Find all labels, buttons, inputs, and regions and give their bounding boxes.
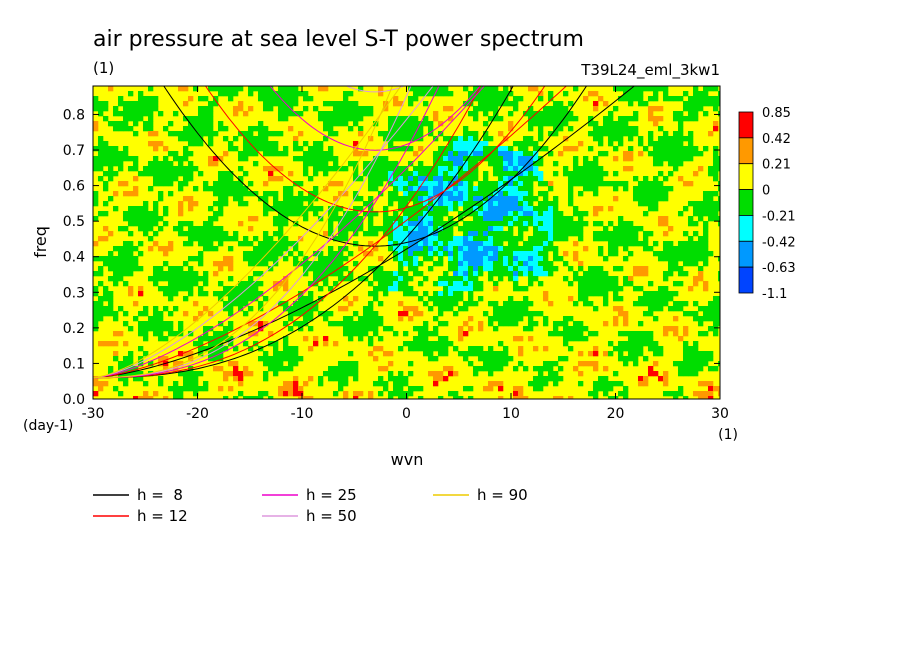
curve-h12-2 (93, 86, 482, 379)
legend-label-h25: h = 25 (306, 486, 357, 504)
x-tick-label: -10 (291, 406, 314, 422)
y-tick-label: 0.0 (63, 392, 85, 408)
y-tick-label: 0.1 (63, 356, 85, 372)
curve-h25-2 (93, 86, 440, 379)
y-tick-label: 0.3 (63, 285, 85, 301)
y-tick-label: 0.8 (63, 107, 85, 123)
legend-label-h50: h = 50 (306, 507, 357, 525)
y-axis-label: freq (31, 226, 50, 258)
curve-h50-2 (93, 86, 412, 379)
curve-h12-1 (204, 86, 546, 213)
curve-h50-0 (93, 86, 434, 379)
curve-h90-2 (93, 86, 393, 379)
colorbar-label: -0.63 (762, 261, 796, 276)
legend: h = 8 h = 12 h = 25 h = 50 h = 90 (93, 486, 528, 525)
y-unit-label: (day-1) (23, 418, 73, 434)
x-unit-label: (1) (718, 427, 738, 443)
colorbar-label: 0 (762, 184, 770, 199)
chart-subtitle-right: T39L24_eml_3kw1 (580, 61, 720, 80)
x-tick-label: 30 (711, 406, 729, 422)
x-tick-label: 10 (502, 406, 520, 422)
colorbar-swatch (738, 266, 754, 294)
dispersion-curves (93, 86, 636, 379)
colorbar-swatch (738, 240, 754, 268)
colorbar: 0.85 0.42 0.21 0 -0.21 -0.42 -0.63 -1.1 (738, 106, 796, 302)
colorbar-label: -1.1 (762, 287, 787, 302)
curve-h90-0 (93, 86, 402, 379)
x-tick-label: 0 (402, 406, 411, 422)
colorbar-label: -0.42 (762, 235, 796, 250)
colorbar-swatch (738, 111, 754, 139)
y-tick-label: 0.6 (63, 179, 85, 195)
colorbar-swatch (738, 137, 754, 165)
curve-h8-0 (93, 86, 636, 379)
x-tick-label: 20 (607, 406, 625, 422)
curve-h12-0 (93, 86, 568, 379)
curve-h8-1 (163, 86, 588, 247)
y-tick-label: 0.4 (63, 250, 85, 266)
colorbar-label: 0.42 (762, 132, 791, 147)
x-axis-label: wvn (391, 450, 424, 469)
curve-h25-0 (93, 86, 486, 379)
curve-h25-1 (269, 86, 481, 151)
colorbar-swatch (738, 215, 754, 242)
y-tick-label: 0.2 (63, 321, 85, 337)
legend-label-h90: h = 90 (477, 486, 528, 504)
legend-label-h8: h = 8 (137, 486, 183, 504)
colorbar-swatch (738, 163, 754, 190)
y-tick-label: 0.7 (63, 143, 85, 159)
curve-h8-2 (93, 86, 514, 379)
spectrum-field (93, 86, 720, 399)
chart-title: air pressure at sea level S-T power spec… (93, 27, 584, 52)
x-tick-label: -20 (186, 406, 209, 422)
colorbar-label: -0.21 (762, 209, 796, 224)
colorbar-label: 0.21 (762, 158, 791, 173)
x-tick-label: -30 (82, 406, 105, 422)
y-axis-ticks: 0.0 0.1 0.2 0.3 0.4 0.5 0.6 0.7 0.8 (63, 107, 720, 408)
colorbar-swatch (738, 189, 754, 216)
legend-label-h12: h = 12 (137, 507, 188, 525)
x-axis-ticks: -30 -20 -10 0 10 20 30 (82, 86, 729, 422)
y-tick-label: 0.5 (63, 214, 85, 230)
chart-subtitle-left: (1) (93, 59, 114, 77)
colorbar-label: 0.85 (762, 106, 791, 121)
